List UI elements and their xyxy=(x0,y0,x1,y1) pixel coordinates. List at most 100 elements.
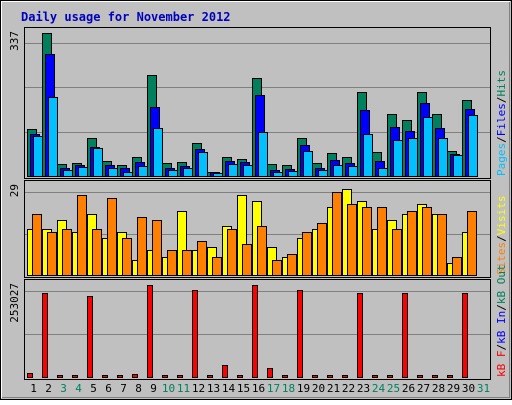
bar-kb-f-day-5 xyxy=(87,296,93,378)
bar-pages-day-18 xyxy=(288,171,298,177)
panel-visits-sites: 29 Sites/Visits xyxy=(8,180,508,278)
bar-sites-day-24 xyxy=(377,207,387,276)
bar-sites-day-8 xyxy=(137,217,147,276)
bar-kb-f-day-13 xyxy=(207,375,213,378)
bar-pages-day-12 xyxy=(198,152,208,177)
bar-pages-day-24 xyxy=(378,168,388,177)
panel-legend: kB F/kB In/kB Out xyxy=(495,264,508,377)
legend-entry: / xyxy=(495,97,508,104)
x-tick-day-13: 13 xyxy=(207,382,220,395)
bar-sites-day-3 xyxy=(62,229,72,276)
bar-pages-day-11 xyxy=(183,168,193,177)
x-tick-day-18: 18 xyxy=(282,382,295,395)
x-tick-day-8: 8 xyxy=(135,382,142,395)
bar-sites-day-29 xyxy=(452,257,462,276)
bar-sites-day-5 xyxy=(92,229,102,276)
bar-kb-f-day-29 xyxy=(447,375,453,378)
bar-sites-day-17 xyxy=(272,260,282,276)
bar-pages-day-20 xyxy=(318,170,328,177)
bar-kb-f-day-3 xyxy=(57,375,63,378)
bar-sites-day-27 xyxy=(422,207,432,276)
bar-pages-day-8 xyxy=(138,166,148,177)
x-tick-day-25: 25 xyxy=(387,382,400,395)
bar-sites-day-2 xyxy=(47,232,57,276)
bar-pages-day-23 xyxy=(363,134,373,177)
bar-kb-f-day-24 xyxy=(372,375,378,378)
bar-kb-f-day-23 xyxy=(357,293,363,378)
bar-sites-day-12 xyxy=(197,241,207,276)
bar-kb-f-day-20 xyxy=(312,375,318,378)
bar-kb-f-day-19 xyxy=(297,290,303,378)
legend-entry: Hits xyxy=(495,70,508,97)
bar-kb-f-day-7 xyxy=(117,375,123,378)
bar-pages-day-16 xyxy=(258,132,268,177)
bar-kb-f-day-18 xyxy=(282,375,288,378)
legend-entry: / xyxy=(495,344,508,351)
bar-pages-day-22 xyxy=(348,166,358,177)
legend-entry: kB Out xyxy=(495,264,508,304)
bar-pages-day-21 xyxy=(333,165,343,177)
bar-kb-f-day-21 xyxy=(327,375,333,378)
bar-kb-f-day-10 xyxy=(162,375,168,378)
bar-sites-day-10 xyxy=(167,250,177,276)
x-tick-day-4: 4 xyxy=(75,382,82,395)
bar-sites-day-13 xyxy=(212,257,222,276)
x-tick-day-23: 23 xyxy=(357,382,370,395)
bar-sites-day-20 xyxy=(317,223,327,276)
legend-entry: Sites xyxy=(495,242,508,275)
bar-sites-day-11 xyxy=(182,250,192,276)
bar-pages-day-5 xyxy=(93,148,103,177)
bar-kb-f-day-9 xyxy=(147,285,153,378)
x-tick-day-14: 14 xyxy=(222,382,236,395)
legend-entry: / xyxy=(495,136,508,143)
bar-pages-day-28 xyxy=(438,138,448,177)
x-tick-day-19: 19 xyxy=(297,382,310,395)
x-tick-day-15: 15 xyxy=(237,382,250,395)
bar-kb-f-day-25 xyxy=(387,375,393,378)
bar-pages-day-9 xyxy=(153,128,163,177)
x-tick-day-30: 30 xyxy=(462,382,475,395)
x-tick-day-21: 21 xyxy=(327,382,340,395)
x-tick-day-2: 2 xyxy=(45,382,52,395)
bar-kb-f-day-2 xyxy=(42,293,48,378)
bar-sites-day-18 xyxy=(287,254,297,276)
bar-sites-day-9 xyxy=(152,220,162,276)
x-tick-day-5: 5 xyxy=(90,382,97,395)
x-tick-day-28: 28 xyxy=(432,382,445,395)
bar-pages-day-15 xyxy=(243,165,253,177)
bar-kb-f-day-6 xyxy=(102,375,108,378)
bar-sites-day-4 xyxy=(77,195,87,276)
bar-kb-f-day-1 xyxy=(27,373,33,378)
bar-sites-day-14 xyxy=(227,229,237,276)
bar-sites-day-25 xyxy=(392,229,402,276)
bar-kb-f-day-28 xyxy=(432,375,438,378)
x-tick-day-17: 17 xyxy=(267,382,280,395)
panel-legend: Sites/Visits xyxy=(495,196,508,276)
x-tick-day-7: 7 xyxy=(120,382,127,395)
bar-pages-day-27 xyxy=(423,117,433,177)
bar-pages-day-14 xyxy=(228,164,238,177)
bar-kb-f-day-22 xyxy=(342,375,348,378)
x-tick-day-16: 16 xyxy=(252,382,265,395)
bar-sites-day-15 xyxy=(242,244,252,276)
bar-kb-f-day-4 xyxy=(72,375,78,378)
x-tick-day-29: 29 xyxy=(447,382,460,395)
bar-pages-day-10 xyxy=(168,170,178,177)
legend-entry: kB In xyxy=(495,311,508,344)
panel-legend: Pages/Files/Hits xyxy=(495,70,508,176)
y-max-label: 29 xyxy=(8,184,21,197)
bar-pages-day-13 xyxy=(213,173,223,177)
bar-pages-day-17 xyxy=(273,172,283,177)
x-tick-day-22: 22 xyxy=(342,382,355,395)
x-tick-day-11: 11 xyxy=(177,382,190,395)
legend-entry: / xyxy=(495,304,508,311)
x-tick-day-12: 12 xyxy=(192,382,205,395)
legend-entry: Pages xyxy=(495,143,508,176)
bar-pages-day-29 xyxy=(453,155,463,177)
bar-kb-f-day-15 xyxy=(237,375,243,378)
x-tick-day-24: 24 xyxy=(372,382,386,395)
bar-pages-day-25 xyxy=(393,140,403,177)
